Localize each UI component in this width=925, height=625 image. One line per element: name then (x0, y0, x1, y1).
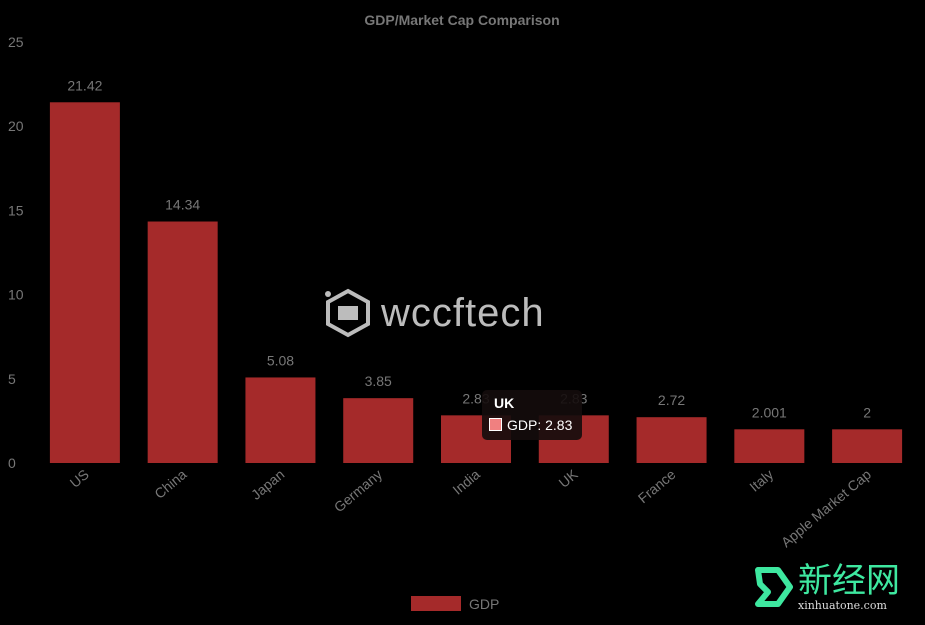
x-tick-label: India (449, 466, 483, 498)
xinhuatone-logo: 新经网 xinhuatone.com (752, 562, 900, 612)
chart-title: GDP/Market Cap Comparison (364, 12, 559, 28)
x-tick-label: Italy (746, 466, 776, 495)
data-label: 2 (863, 404, 871, 420)
bar-germany[interactable] (343, 398, 414, 463)
legend-label[interactable]: GDP (469, 596, 499, 612)
tooltip: UK GDP: 2.83 (482, 390, 582, 440)
wccftech-watermark: wccftech (323, 288, 545, 338)
y-tick-label: 5 (8, 371, 16, 387)
tooltip-swatch (489, 418, 502, 431)
legend-swatch[interactable] (411, 596, 461, 611)
bar-italy[interactable] (734, 429, 805, 463)
x-tick-label: Japan (248, 466, 288, 503)
x-tick-label: China (151, 466, 189, 502)
bar-japan[interactable] (245, 377, 316, 463)
x-tick-label: France (635, 466, 679, 506)
y-tick-label: 10 (8, 287, 24, 303)
tooltip-body: GDP: 2.83 (507, 417, 573, 433)
x-tick-label: Germany (331, 466, 385, 515)
wccftech-logo-icon (325, 288, 370, 338)
data-label: 21.42 (67, 77, 102, 93)
y-tick-label: 20 (8, 118, 24, 134)
bar-us[interactable] (49, 102, 120, 463)
tooltip-title: UK (494, 395, 515, 411)
logo-url-text: xinhuatone.com (798, 598, 887, 612)
data-label: 3.85 (365, 373, 392, 389)
watermark-text: wccftech (381, 290, 545, 335)
bar-china[interactable] (147, 221, 218, 463)
data-label: 14.34 (165, 197, 200, 213)
x-tick-label: US (67, 466, 92, 491)
data-label: 2.001 (752, 404, 787, 420)
y-tick-label: 25 (8, 34, 24, 50)
xinhuatone-logo-icon (755, 567, 793, 607)
data-label: 2.72 (658, 392, 685, 408)
logo-chinese-text: 新经网 (798, 560, 900, 601)
y-tick-label: 0 (8, 455, 16, 471)
bar-france[interactable] (636, 417, 707, 463)
bar-apple-market-cap[interactable] (832, 429, 903, 463)
y-tick-label: 15 (8, 202, 24, 218)
x-tick-label: UK (556, 466, 582, 491)
x-tick-label: Apple Market Cap (778, 466, 874, 550)
data-label: 5.08 (267, 352, 294, 368)
